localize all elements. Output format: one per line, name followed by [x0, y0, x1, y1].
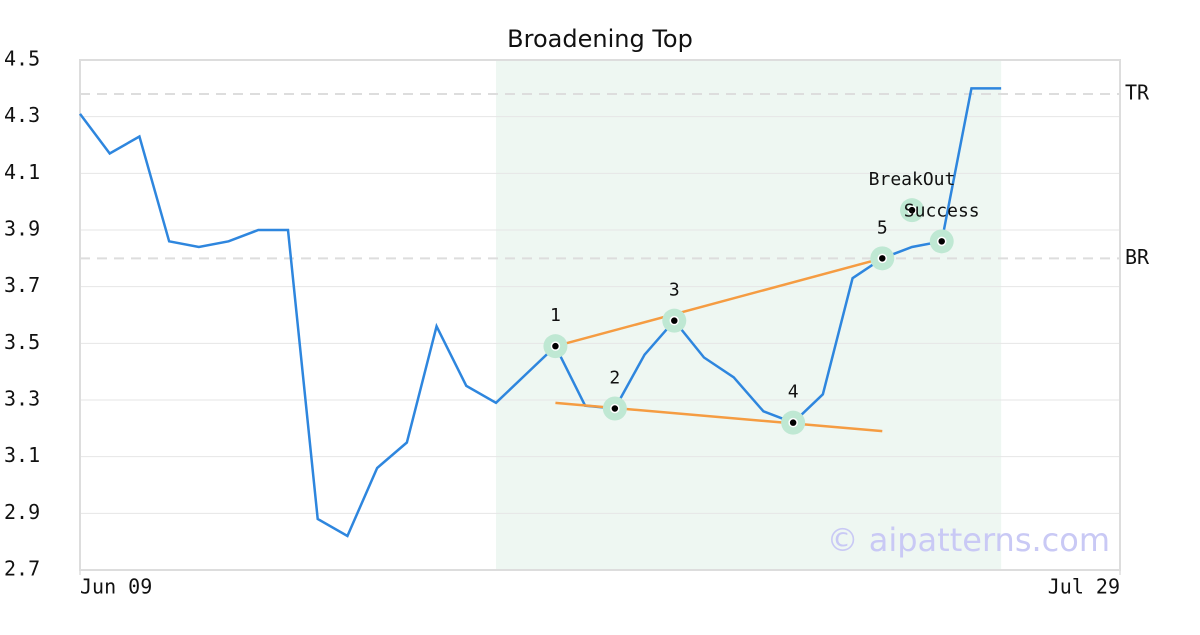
x-tick-label: Jul 29: [1048, 575, 1120, 599]
point-marker: [550, 341, 561, 351]
price-line: [78, 87, 1002, 538]
point-marker: [877, 253, 888, 264]
y-tick-label: 3.7: [4, 273, 40, 297]
watermark: © aipatterns.com: [827, 521, 1110, 559]
y-tick-label: 4.5: [4, 47, 40, 71]
point-label: 5: [877, 217, 888, 238]
point-marker: [669, 315, 680, 326]
y-tick-label: 3.5: [4, 330, 40, 354]
point-marker: [907, 205, 917, 215]
trendline: [555, 257, 883, 348]
y-tick-label: 2.9: [4, 500, 40, 524]
y-tick-label: 3.3: [4, 387, 40, 411]
y-tick-label: 2.7: [4, 557, 40, 581]
point-marker: [936, 236, 947, 247]
y-tick-label: 4.1: [4, 160, 40, 184]
point-label: BreakOut: [869, 169, 956, 190]
point-label: 1: [550, 305, 561, 326]
y-tick-label: 3.1: [4, 443, 40, 467]
y-tick-label: 4.3: [4, 103, 40, 127]
chart-title: Broadening Top: [507, 25, 693, 53]
point-label: Success: [904, 200, 980, 221]
level-label: TR: [1125, 81, 1150, 105]
y-tick-label: 3.9: [4, 217, 40, 241]
point-label: 2: [609, 368, 620, 389]
pattern-region: [496, 60, 1002, 570]
point-marker: [788, 417, 798, 428]
point-label: 4: [788, 382, 799, 403]
plot-frame: [79, 59, 1121, 571]
x-tick-label: Jun 09: [80, 575, 152, 599]
point-marker: [610, 403, 620, 414]
point-label: 3: [669, 280, 680, 301]
level-label: BR: [1125, 245, 1150, 269]
